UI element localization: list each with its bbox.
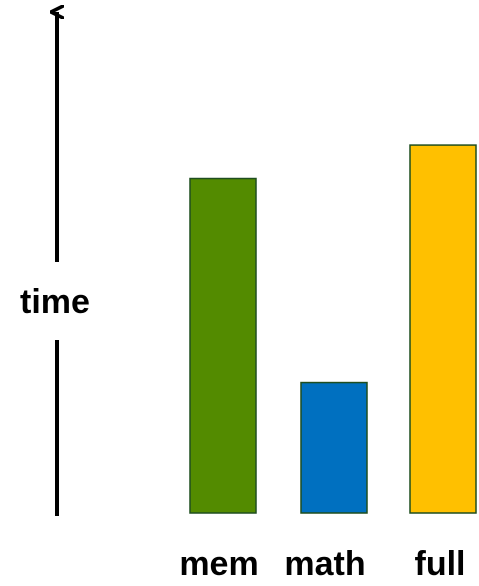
category-labels: mem math full — [179, 545, 465, 583]
category-label-mem: mem — [179, 545, 258, 583]
bar-mem — [189, 177, 257, 514]
category-label-full: full — [415, 545, 466, 583]
y-axis-label: time — [20, 283, 90, 321]
bar-math — [300, 381, 368, 514]
category-label-math: math — [284, 545, 365, 583]
bars-group — [189, 144, 477, 514]
bar-full — [409, 144, 477, 514]
